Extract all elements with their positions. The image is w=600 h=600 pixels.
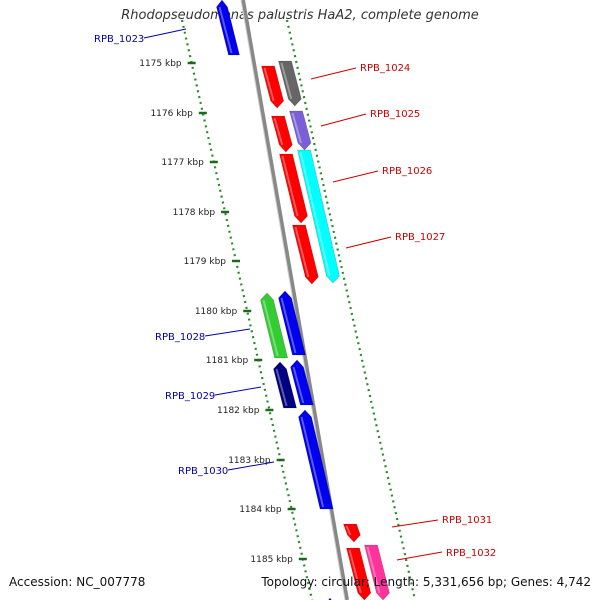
gene-label: RPB_1024: [360, 63, 410, 74]
scale-label: 1182 kbp: [217, 406, 260, 416]
scale-label: 1181 kbp: [206, 356, 249, 366]
gene-label-leader: [396, 551, 443, 561]
gene-rpb-1023: [216, 0, 240, 56]
scale-label: 1185 kbp: [250, 555, 293, 565]
gene-label-leader: [332, 170, 379, 183]
map-title: Rhodopseudomonas palustris HaA2, complet…: [121, 8, 479, 23]
genome-summary: Topology: circular; Length: 5,331,656 bp…: [261, 575, 591, 589]
scale-label: 1175 kbp: [139, 59, 182, 69]
scale-label: 1178 kbp: [173, 208, 216, 218]
gene-forward-red-1: [261, 65, 284, 109]
gene-rpb-1030-shade: [300, 416, 325, 508]
gene-forward-red-4: [346, 547, 372, 600]
gene-reverse-blue-2: [290, 359, 314, 406]
gene-reverse-blue-2-shade: [292, 366, 305, 404]
gene-reverse-blue-1-shade: [280, 297, 297, 354]
gene-reverse-blue-1: [278, 290, 306, 356]
gene-forward-red-3: [292, 224, 319, 285]
scale-label: 1184 kbp: [239, 505, 282, 515]
gene-rpb-1031-shade: [345, 525, 352, 536]
gene-label-leader: [214, 386, 262, 396]
gene-label: RPB_1023: [94, 34, 144, 45]
gene-rpb-1032: [364, 544, 390, 600]
gene-label: RPB_1032: [446, 548, 496, 559]
gene-label: RPB_1025: [370, 109, 420, 120]
gene-label: RPB_1027: [395, 232, 445, 243]
gene-label: RPB_1026: [382, 166, 432, 177]
gene-rpb-1031: [343, 523, 361, 543]
gene-label-leader: [391, 519, 439, 528]
gene-rpb-1024: [278, 60, 302, 107]
gene-forward-red-3-shade: [294, 226, 310, 278]
scale-label: 1180 kbp: [195, 307, 238, 317]
gene-rpb-1024-shade: [280, 62, 293, 100]
gene-rpb-1027: [297, 149, 340, 284]
gene-forward-red-2-shade: [273, 117, 284, 146]
gene-label-leader: [227, 461, 275, 471]
gene-rpb-1029-shade: [275, 368, 288, 407]
gene-label-leader: [310, 67, 357, 80]
gene-label-leader: [204, 328, 251, 337]
gene-label: RPB_1030: [178, 466, 228, 477]
gene-rpb-1026-shade: [281, 155, 299, 217]
scale-label: 1183 kbp: [228, 456, 271, 466]
gene-rpb-1028: [260, 292, 289, 359]
gene-rpb-1023-shade: [218, 6, 233, 54]
scale-label: 1176 kbp: [150, 109, 193, 119]
gene-forward-red-2: [271, 115, 293, 153]
gene-label-leader: [143, 28, 187, 39]
scale-label: 1179 kbp: [184, 257, 227, 267]
scale-label: 1177 kbp: [161, 158, 204, 168]
gene-label: RPB_1028: [155, 332, 205, 343]
gene-label-leader: [345, 236, 392, 249]
gene-label: RPB_1029: [165, 391, 215, 402]
gene-rpb-1027-shade: [299, 151, 331, 277]
gene-rpb-1025-shade: [291, 112, 302, 144]
outer-scale-ring: [285, 19, 417, 600]
gene-rpb-1032-shade: [366, 546, 381, 594]
gene-forward-red-1-shade: [263, 67, 275, 102]
accession-label: Accession: NC_007778: [9, 575, 146, 589]
gene-rpb-1025: [289, 110, 312, 151]
gene-label-leader: [320, 113, 367, 127]
gene-forward-red-4-shade: [348, 549, 362, 594]
gene-rpb-1030: [298, 409, 334, 510]
gene-label: RPB_1031: [442, 515, 492, 526]
gene-rpb-1029: [273, 361, 297, 409]
gene-rpb-1028-shade: [262, 299, 279, 357]
gene-rpb-1026: [279, 153, 308, 224]
